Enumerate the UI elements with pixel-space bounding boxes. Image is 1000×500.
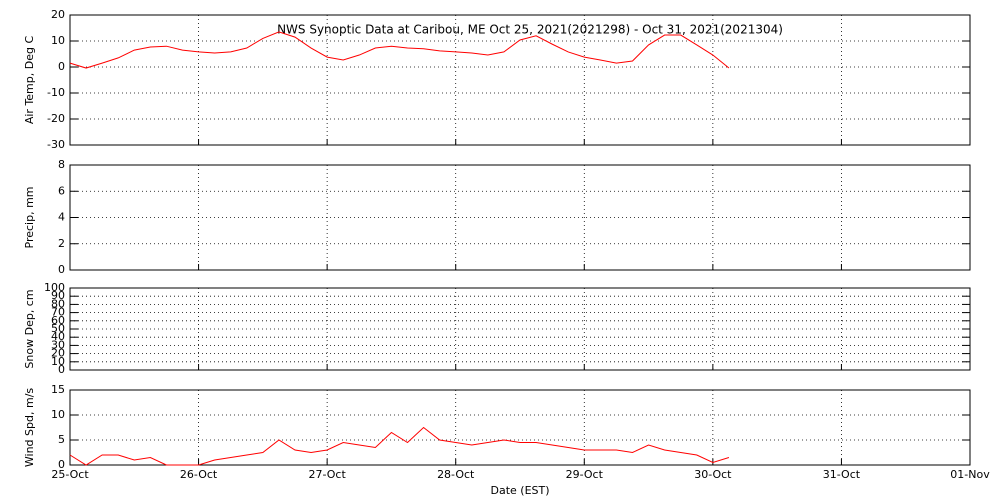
y-tick-label: 10	[51, 408, 65, 421]
chart-title: NWS Synoptic Data at Caribou, ME Oct 25,…	[277, 23, 783, 37]
y-axis-label: Snow Dep, cm	[23, 289, 36, 368]
y-tick-label: -20	[47, 112, 65, 125]
y-axis-label: Air Temp, Deg C	[23, 36, 36, 125]
y-tick-label: 10	[51, 34, 65, 47]
data-line	[69, 31, 730, 69]
y-tick-label: 15	[51, 383, 65, 396]
x-tick-label: 27-Oct	[308, 468, 346, 481]
y-tick-label: 30	[51, 338, 65, 351]
y-tick-label: 8	[58, 158, 65, 171]
y-tick-label: 40	[51, 330, 65, 343]
x-tick-label: 26-Oct	[180, 468, 218, 481]
x-tick-label: 25-Oct	[51, 468, 89, 481]
plot-frame	[69, 389, 971, 466]
y-tick-label: 70	[51, 306, 65, 319]
y-tick-label: 10	[51, 355, 65, 368]
x-axis-label: Date (EST)	[490, 484, 549, 497]
y-tick-label: 20	[51, 347, 65, 360]
x-tick-label: 30-Oct	[694, 468, 732, 481]
y-tick-label: 0	[58, 60, 65, 73]
y-axis-label: Wind Spd, m/s	[23, 388, 36, 468]
x-tick-label: 31-Oct	[823, 468, 861, 481]
y-tick-label: 100	[44, 281, 65, 294]
y-tick-label: 20	[51, 8, 65, 21]
data-line	[69, 426, 730, 466]
y-tick-label: 0	[58, 363, 65, 376]
y-tick-label: 6	[58, 184, 65, 197]
y-tick-label: 4	[58, 211, 65, 224]
x-tick-label: 01-Nov	[950, 468, 990, 481]
y-tick-label: 80	[51, 297, 65, 310]
y-axis-label: Precip, mm	[23, 187, 36, 249]
y-tick-label: 90	[51, 289, 65, 302]
x-tick-label: 29-Oct	[566, 468, 604, 481]
y-tick-label: -10	[47, 86, 65, 99]
x-tick-label: 28-Oct	[437, 468, 475, 481]
y-tick-label: 5	[58, 433, 65, 446]
y-tick-label: 0	[58, 458, 65, 471]
y-tick-label: 50	[51, 322, 65, 335]
y-tick-label: 2	[58, 237, 65, 250]
y-tick-label: -30	[47, 138, 65, 151]
y-tick-label: 0	[58, 263, 65, 276]
y-tick-label: 60	[51, 314, 65, 327]
